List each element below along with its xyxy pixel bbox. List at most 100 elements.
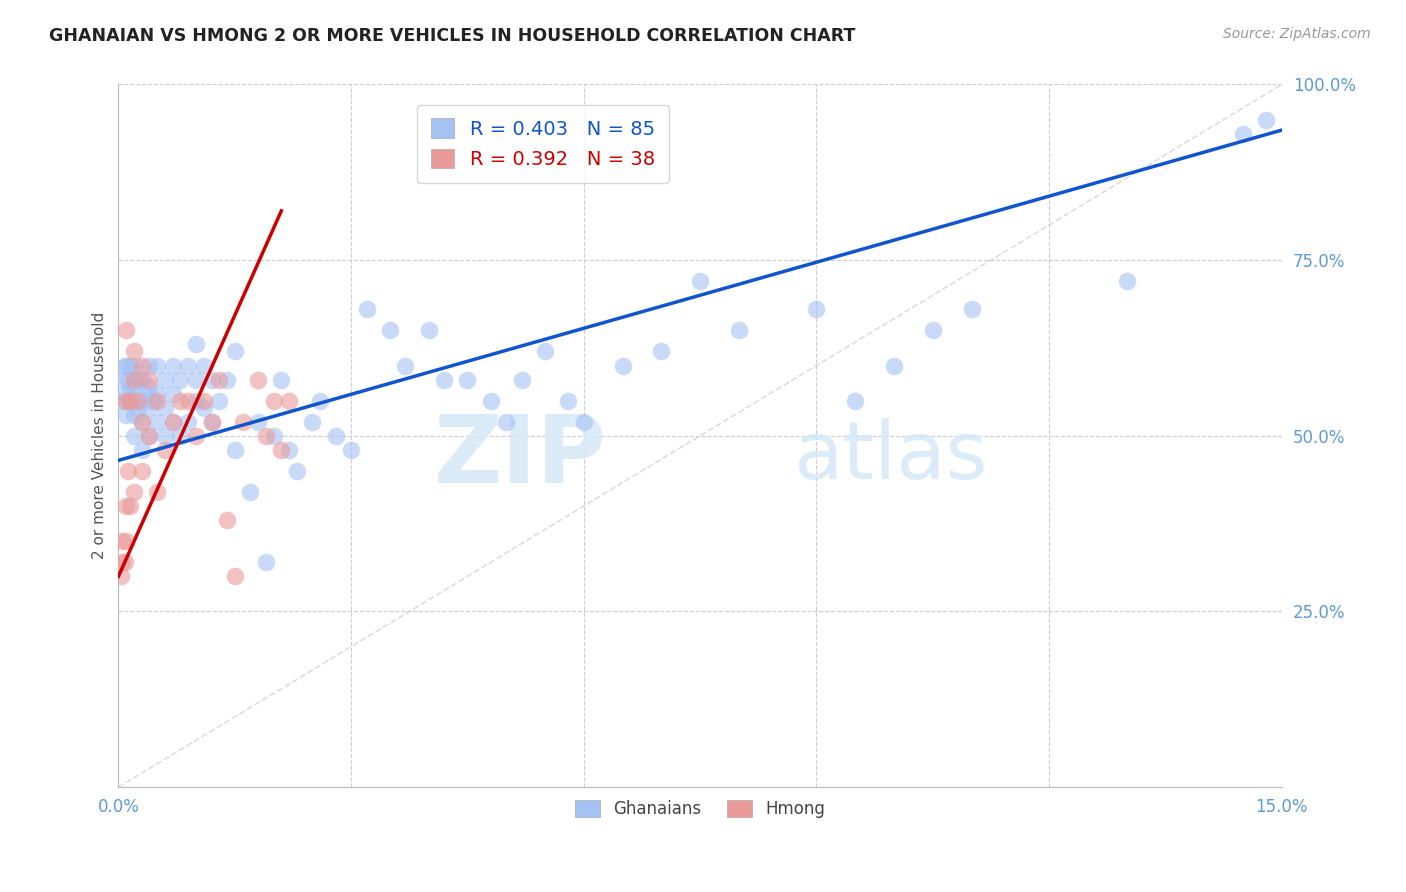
Point xyxy=(138,401,160,415)
Point xyxy=(193,359,215,373)
Point xyxy=(131,415,153,429)
Point xyxy=(146,415,169,429)
Point xyxy=(394,359,416,373)
Point xyxy=(309,393,332,408)
Point xyxy=(270,373,292,387)
Point xyxy=(127,393,149,408)
Point xyxy=(131,464,153,478)
Point xyxy=(184,373,207,387)
Point xyxy=(146,359,169,373)
Point xyxy=(340,442,363,457)
Point xyxy=(263,393,285,408)
Point xyxy=(169,429,191,443)
Point xyxy=(285,464,308,478)
Point xyxy=(114,555,136,569)
Text: GHANAIAN VS HMONG 2 OR MORE VEHICLES IN HOUSEHOLD CORRELATION CHART: GHANAIAN VS HMONG 2 OR MORE VEHICLES IN … xyxy=(49,27,856,45)
Point xyxy=(215,513,238,527)
Point xyxy=(153,429,176,443)
Point xyxy=(650,344,672,359)
Point xyxy=(117,373,139,387)
Point xyxy=(120,499,142,513)
Point xyxy=(193,393,215,408)
Point xyxy=(115,408,138,422)
Point xyxy=(115,534,138,549)
Point xyxy=(278,393,301,408)
Point xyxy=(122,379,145,393)
Point xyxy=(572,415,595,429)
Point xyxy=(131,373,153,387)
Point xyxy=(177,359,200,373)
Point xyxy=(247,373,270,387)
Point xyxy=(215,373,238,387)
Point xyxy=(162,359,184,373)
Point xyxy=(122,408,145,422)
Point xyxy=(247,415,270,429)
Point xyxy=(200,415,222,429)
Point xyxy=(115,386,138,401)
Point xyxy=(127,401,149,415)
Point xyxy=(231,415,253,429)
Point xyxy=(1256,112,1278,127)
Point xyxy=(111,534,134,549)
Point xyxy=(208,393,231,408)
Point xyxy=(115,499,138,513)
Point xyxy=(1232,127,1254,141)
Point xyxy=(239,485,262,500)
Point xyxy=(162,415,184,429)
Text: Source: ZipAtlas.com: Source: ZipAtlas.com xyxy=(1223,27,1371,41)
Point xyxy=(138,379,160,393)
Point xyxy=(479,393,502,408)
Point xyxy=(495,415,517,429)
Point xyxy=(122,429,145,443)
Point xyxy=(177,393,200,408)
Point xyxy=(208,373,231,387)
Point xyxy=(115,323,138,337)
Point xyxy=(1115,274,1137,288)
Point xyxy=(177,415,200,429)
Point xyxy=(115,359,138,373)
Point xyxy=(184,337,207,351)
Point xyxy=(844,393,866,408)
Y-axis label: 2 or more Vehicles in Household: 2 or more Vehicles in Household xyxy=(93,312,107,559)
Point xyxy=(117,393,139,408)
Point xyxy=(169,393,191,408)
Point xyxy=(325,429,347,443)
Point xyxy=(120,393,142,408)
Point xyxy=(120,359,142,373)
Point xyxy=(806,302,828,317)
Point xyxy=(122,373,145,387)
Point xyxy=(111,373,134,387)
Point xyxy=(456,373,478,387)
Point xyxy=(122,485,145,500)
Point xyxy=(184,393,207,408)
Point xyxy=(278,442,301,457)
Point xyxy=(153,373,176,387)
Point xyxy=(146,485,169,500)
Point xyxy=(142,393,165,408)
Point xyxy=(378,323,401,337)
Point xyxy=(960,302,983,317)
Point xyxy=(138,373,160,387)
Point xyxy=(110,569,132,583)
Point xyxy=(115,393,138,408)
Point xyxy=(117,464,139,478)
Point xyxy=(111,555,134,569)
Text: ZIP: ZIP xyxy=(434,411,607,503)
Point xyxy=(224,442,246,457)
Point xyxy=(224,569,246,583)
Point xyxy=(162,415,184,429)
Point xyxy=(138,429,160,443)
Point xyxy=(114,359,136,373)
Legend: Ghanaians, Hmong: Ghanaians, Hmong xyxy=(568,793,831,824)
Point xyxy=(131,442,153,457)
Point xyxy=(728,323,751,337)
Point xyxy=(356,302,378,317)
Point xyxy=(131,359,153,373)
Point xyxy=(612,359,634,373)
Point xyxy=(301,415,323,429)
Point xyxy=(138,359,160,373)
Point xyxy=(127,373,149,387)
Point xyxy=(169,373,191,387)
Point xyxy=(534,344,557,359)
Point xyxy=(883,359,905,373)
